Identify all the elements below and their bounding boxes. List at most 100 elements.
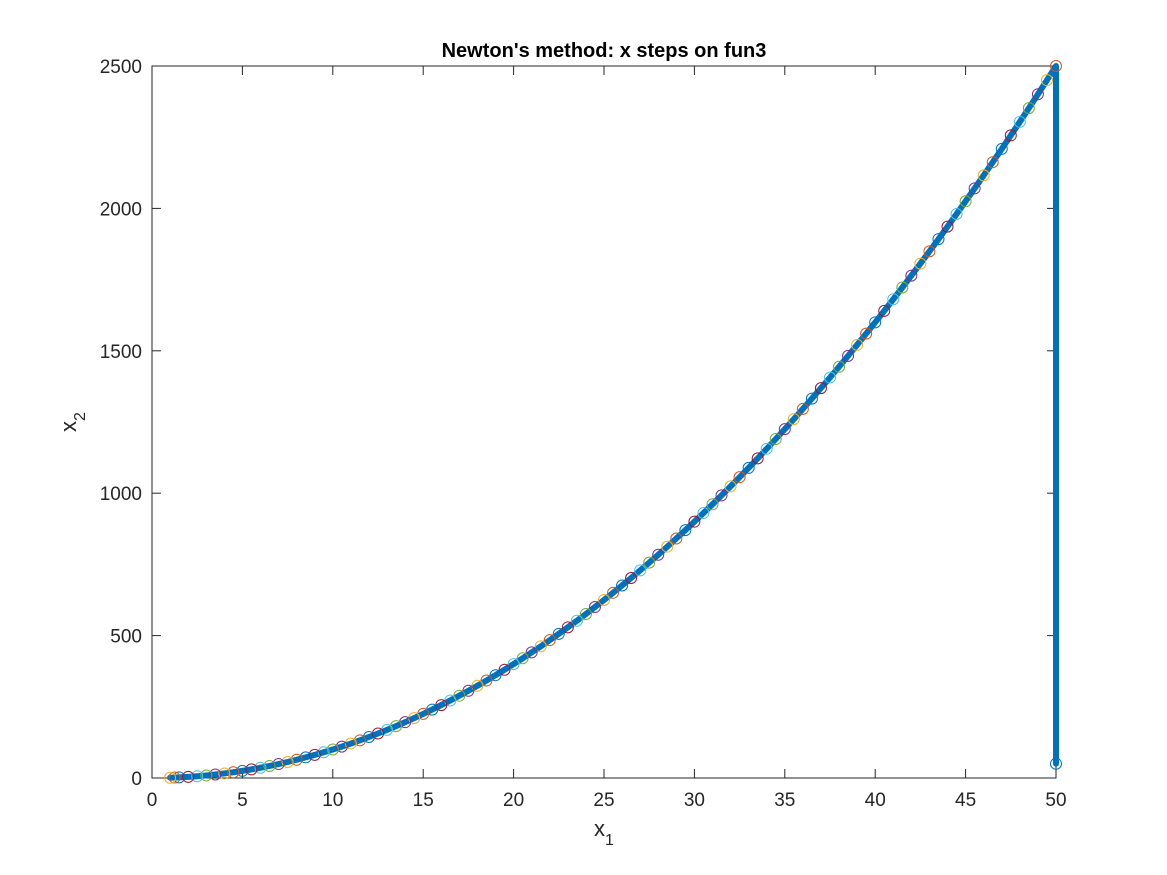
data-point	[814, 382, 827, 395]
x-tick-label: 40	[865, 790, 886, 811]
x-tick-label: 5	[237, 790, 248, 811]
y-axis-label-subscript: 2	[72, 412, 89, 421]
data-point	[1031, 88, 1044, 101]
data-point	[1004, 129, 1017, 142]
data-point	[878, 304, 891, 317]
data-point	[887, 293, 900, 306]
x-ticks: 0 5 10 15 20 25 30 35 40 45 50	[147, 66, 1067, 811]
data-point	[326, 743, 339, 756]
data-point	[598, 594, 610, 606]
data-point	[733, 471, 746, 484]
data-point	[959, 195, 972, 208]
data-point	[245, 763, 258, 776]
chart-title: Newton's method: x steps on fun3	[442, 40, 767, 62]
data-point	[168, 771, 181, 784]
data-point	[842, 349, 855, 362]
data-point	[308, 748, 321, 761]
data-point	[706, 498, 719, 511]
data-point	[824, 371, 836, 384]
data-point	[679, 524, 692, 537]
data-point	[833, 360, 846, 373]
data-point	[236, 764, 249, 777]
data-point	[1050, 757, 1062, 770]
data-point	[860, 327, 873, 340]
data-point	[932, 233, 945, 246]
data-point	[1022, 102, 1035, 115]
data-point	[570, 614, 583, 627]
data-point	[209, 768, 222, 781]
data-point	[516, 652, 529, 665]
series-line	[167, 63, 1059, 781]
y-tick-label: 0	[131, 769, 142, 790]
data-point	[362, 730, 375, 743]
data-point	[471, 679, 484, 692]
data-point	[787, 413, 800, 426]
plot-area: 0 5 10 15 20 25 30 35 40 45 50 0 500 1000 1500 2000 250…	[100, 57, 1067, 811]
data-point	[200, 769, 213, 782]
data-point	[579, 607, 592, 620]
series-markers	[164, 60, 1062, 784]
x-tick-label: 20	[503, 790, 524, 811]
data-point	[986, 156, 999, 169]
data-point	[634, 564, 647, 577]
data-point	[670, 532, 683, 545]
data-point	[263, 759, 276, 772]
data-point	[896, 281, 909, 294]
data-point	[625, 572, 638, 584]
x-axis-label-subscript: 1	[605, 832, 614, 849]
y-tick-label: 1000	[100, 484, 142, 505]
data-point	[661, 540, 674, 553]
data-point	[778, 423, 791, 436]
data-point	[543, 634, 556, 647]
data-point	[290, 753, 303, 766]
data-point	[299, 751, 312, 764]
data-point	[344, 737, 357, 750]
y-axis-label-main: x	[56, 421, 81, 432]
data-point	[272, 758, 285, 771]
x-tick-label: 45	[955, 790, 976, 811]
x-tick-label: 25	[593, 790, 614, 811]
data-point	[254, 761, 267, 774]
data-point	[869, 316, 882, 329]
data-point	[977, 169, 990, 182]
data-point	[1050, 60, 1062, 72]
data-point	[525, 646, 538, 659]
y-tick-label: 2500	[100, 57, 142, 78]
data-point	[607, 586, 620, 599]
plot-frame	[151, 65, 1057, 779]
data-point	[218, 767, 231, 780]
data-point	[191, 770, 204, 783]
y-tick-label: 2000	[100, 199, 142, 220]
data-point	[498, 663, 511, 676]
data-point	[173, 771, 186, 784]
data-point	[372, 727, 384, 740]
data-point	[507, 658, 520, 671]
data-point	[561, 621, 574, 634]
data-point	[914, 257, 927, 270]
data-point	[805, 392, 818, 405]
data-point	[281, 755, 294, 768]
data-point	[751, 452, 764, 465]
y-ticks: 0 500 1000 1500 2000 2500	[100, 57, 1056, 790]
data-point	[796, 402, 809, 415]
data-point	[489, 669, 502, 682]
series-path	[167, 63, 1059, 781]
data-point	[760, 442, 773, 455]
x-tick-label: 30	[684, 790, 705, 811]
x-axis-label: x1	[594, 816, 614, 849]
data-point	[941, 220, 954, 233]
data-point	[317, 746, 330, 759]
data-point	[335, 740, 348, 753]
y-tick-label: 1500	[100, 342, 142, 363]
data-point	[227, 766, 240, 779]
data-point	[905, 269, 918, 282]
data-point	[742, 461, 755, 474]
x-tick-label: 15	[413, 790, 434, 811]
x-tick-label: 10	[322, 790, 343, 811]
data-point	[724, 480, 737, 493]
x-tick-label: 50	[1045, 790, 1066, 811]
data-point	[995, 142, 1008, 155]
data-point	[616, 579, 629, 592]
